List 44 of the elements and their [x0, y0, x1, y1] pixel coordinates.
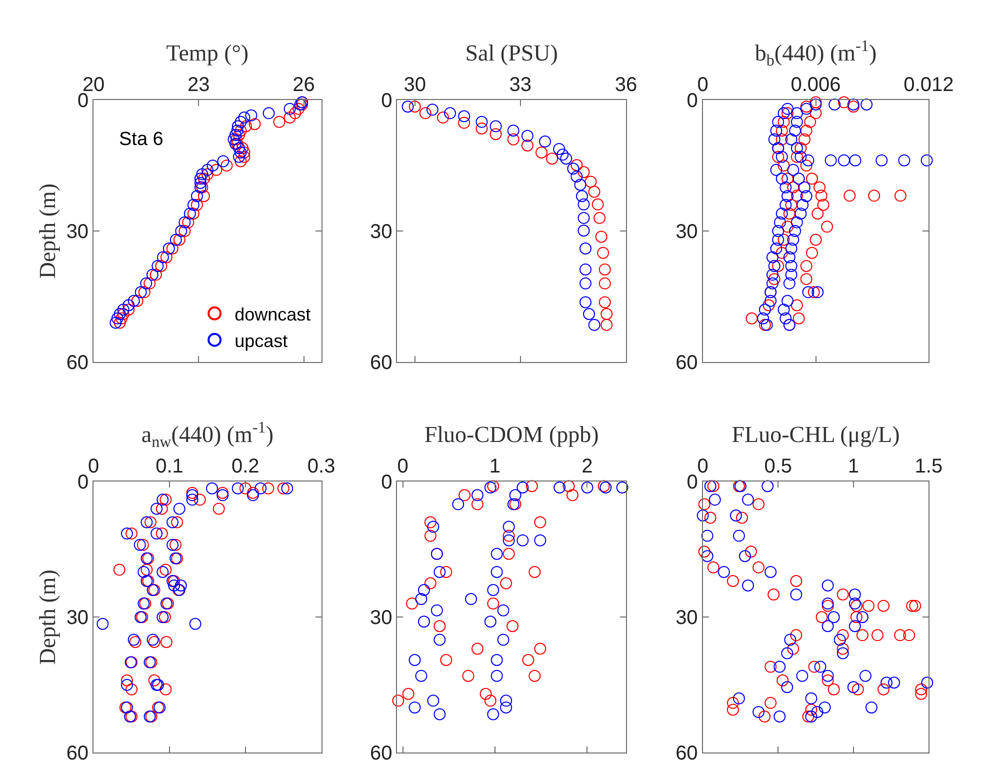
x-tick-label: 1 — [489, 456, 501, 478]
x-tick-label: 0.1 — [156, 456, 184, 478]
x-axis-title: a$_{nw}$(440) (m$^{-1}$) — [141, 419, 274, 451]
x-tick-label: 0 — [397, 456, 408, 478]
y-tick-label: 30 — [370, 221, 392, 244]
y-tick-label: 60 — [370, 742, 392, 765]
y-tick-label: 30 — [676, 607, 698, 630]
y-tick-label: 30 — [66, 221, 89, 244]
x-tick-label: 0.012 — [904, 74, 954, 96]
legend-label: downcast — [234, 304, 311, 324]
x-tick-label: 1.5 — [914, 456, 943, 478]
x-tick-label: 0.006 — [790, 74, 841, 96]
y-axis-title: Depth (m) — [34, 570, 60, 665]
y-tick-label: 60 — [66, 352, 89, 374]
x-tick-label: 26 — [292, 74, 315, 96]
x-tick-label: 0.5 — [764, 456, 792, 478]
legend-label: upcast — [234, 330, 288, 351]
y-tick-label: 30 — [676, 221, 698, 244]
y-tick-label: 0 — [381, 90, 392, 112]
y-tick-label: 30 — [370, 607, 392, 630]
y-tick-label: 30 — [66, 607, 89, 630]
x-axis-title: FLuo-CHL (μg/L) — [732, 422, 900, 448]
x-tick-label: 0.3 — [307, 456, 336, 478]
x-tick-label: 0.2 — [231, 456, 260, 478]
x-tick-label: 33 — [509, 74, 532, 96]
y-tick-label: 60 — [66, 742, 89, 765]
x-axis-title: Temp (°) — [166, 40, 249, 66]
y-tick-label: 0 — [686, 90, 698, 112]
x-axis-title: Sal (PSU) — [465, 40, 558, 66]
x-axis-title: b$_{b}$(440) (m$^{-1}$) — [754, 38, 877, 70]
y-axis-title: Depth (m) — [34, 183, 60, 279]
x-tick-label: 23 — [188, 74, 210, 96]
y-tick-label: 60 — [370, 352, 392, 374]
annotation: Sta 6 — [119, 129, 164, 150]
y-tick-label: 60 — [676, 742, 698, 765]
x-axis-title: Fluo-CDOM (ppb) — [424, 422, 599, 448]
y-tick-label: 60 — [676, 352, 698, 374]
y-tick-label: 0 — [686, 472, 698, 494]
y-tick-label: 0 — [381, 472, 392, 494]
x-tick-label: 30 — [404, 74, 426, 96]
x-tick-label: 2 — [582, 456, 593, 478]
y-tick-label: 0 — [77, 472, 89, 494]
x-tick-label: 36 — [614, 74, 638, 96]
x-tick-label: 1 — [848, 456, 859, 478]
